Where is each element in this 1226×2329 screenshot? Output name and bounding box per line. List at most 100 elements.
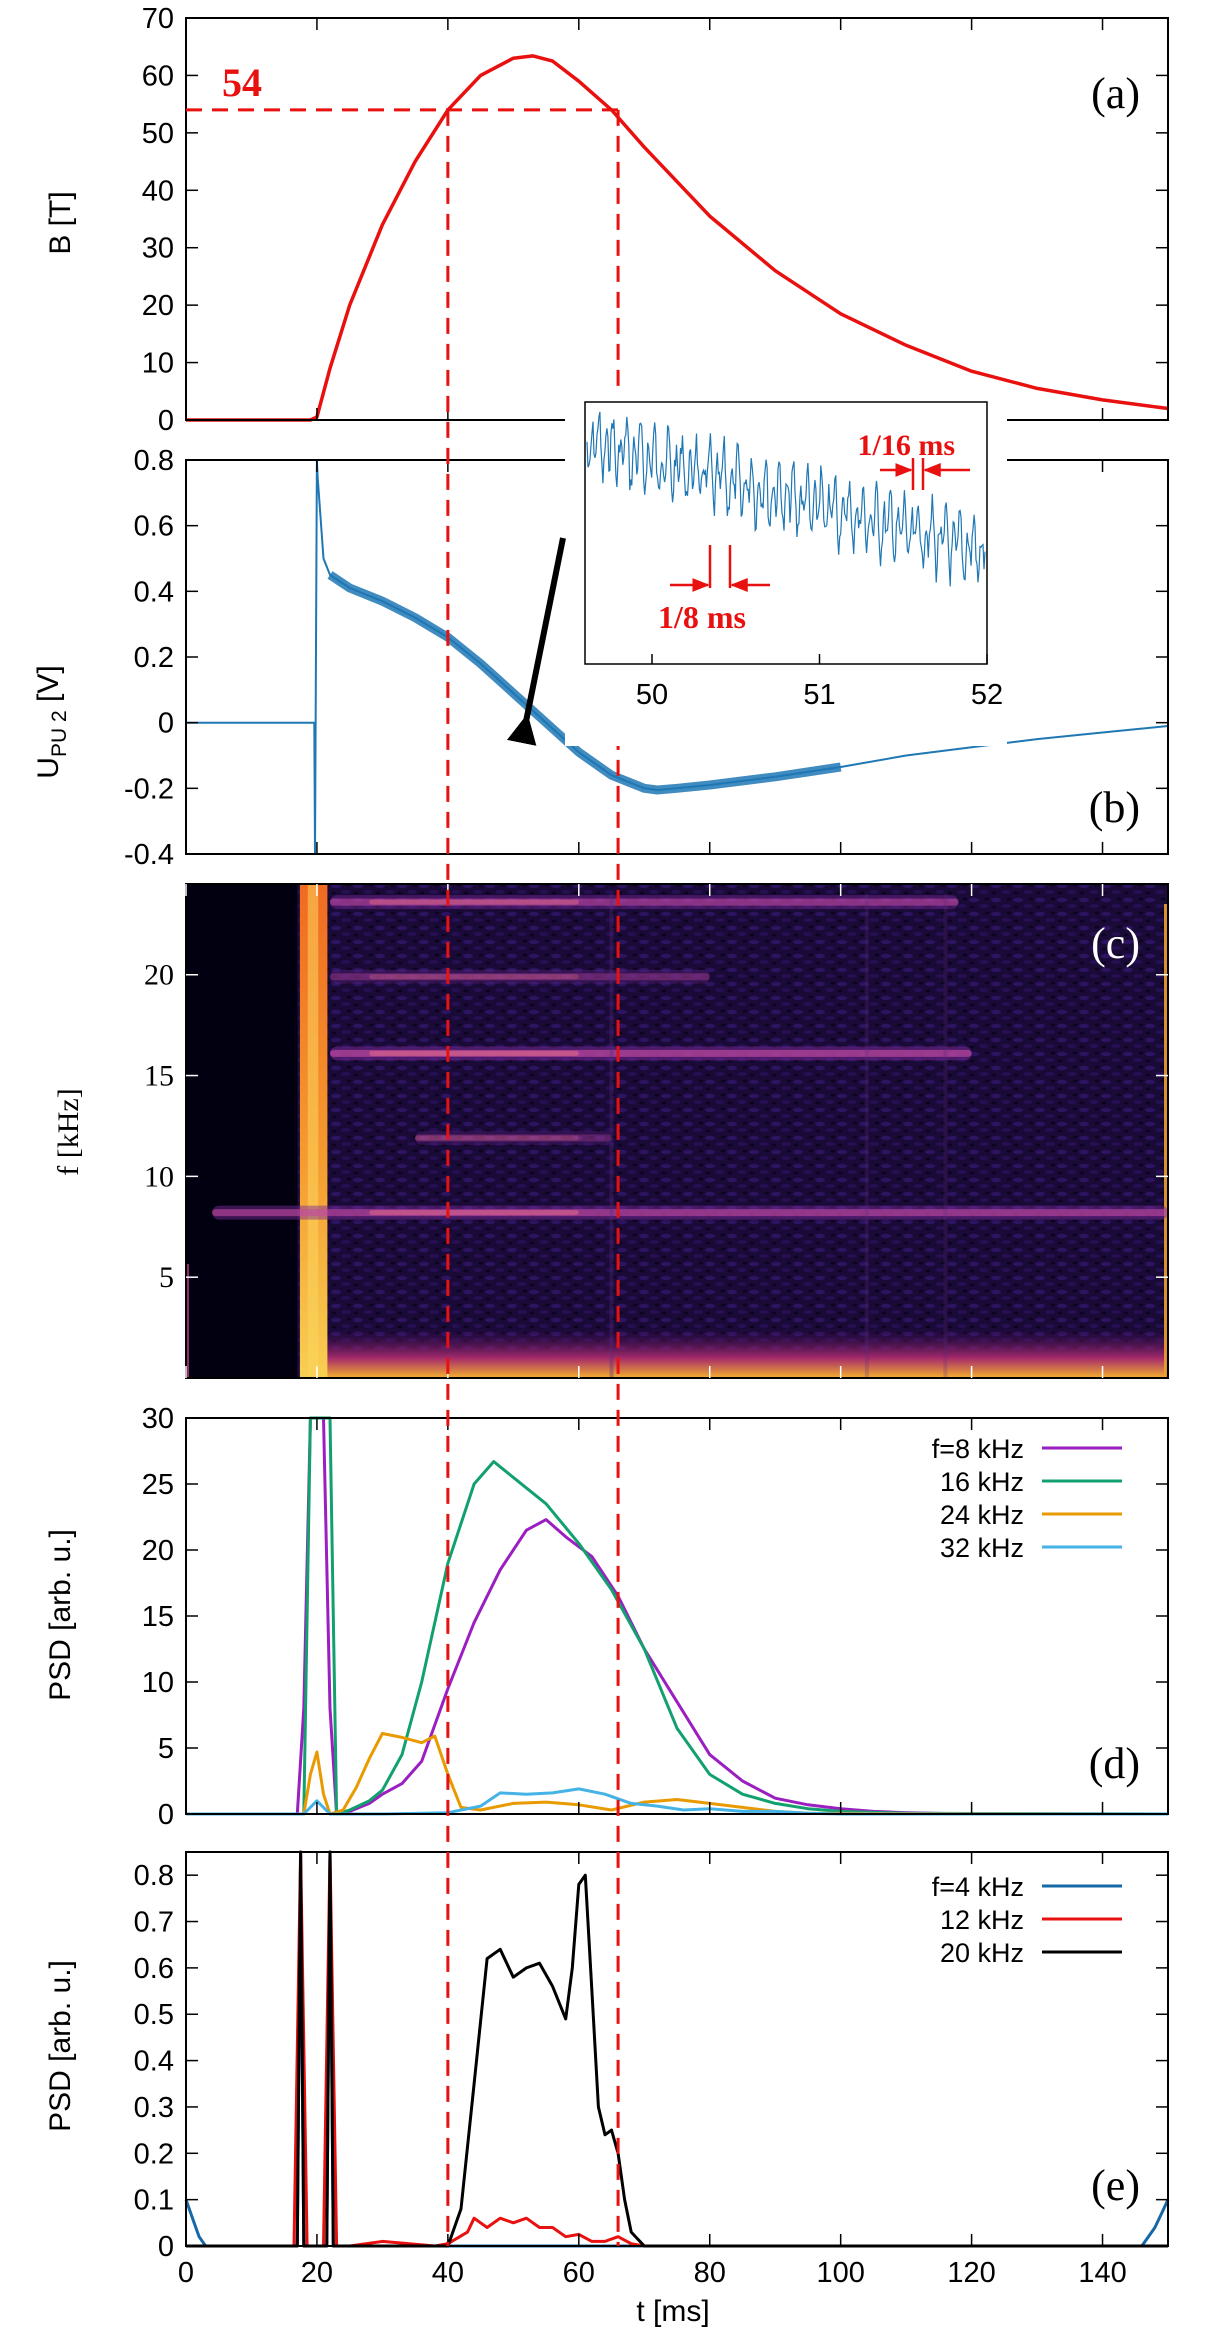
panel-e-ytick-label: 0.6 (134, 1953, 174, 1985)
panel-a-ytick-label: 20 (142, 290, 174, 322)
panel-d-ytick-label: 0 (158, 1799, 174, 1831)
tick-layer: 010203040506070-0.4-0.200.20.40.60.85101… (124, 3, 1127, 2289)
spectrogram-artefact (864, 894, 869, 1378)
panel-c-label: (c) (1091, 919, 1140, 968)
inset-annotation-long: 1/8 ms (658, 599, 746, 635)
panel-a-ytick-label: 70 (142, 3, 174, 35)
panel-d-legend-label: 32 kHz (940, 1533, 1024, 1563)
spectrogram-line-glow (415, 1131, 612, 1146)
panel-b-voltage-noise-band (327, 571, 842, 795)
spectrogram-right-edge (1164, 904, 1168, 1378)
panel-b-ytick-label: 0.2 (134, 642, 174, 674)
spectrogram-line-glow (330, 969, 710, 984)
panel-e-label: (e) (1091, 2161, 1140, 2210)
panel-e-ytick-label: 0.5 (134, 1999, 174, 2031)
panel-a-ytick-label: 50 (142, 118, 174, 150)
panel-d-ylabel: PSD [arb. u.] (44, 1529, 77, 1701)
field-level-label: 54 (222, 60, 262, 105)
x-tick-label: 120 (947, 2257, 995, 2289)
spectrogram-line-11.9khz (415, 1131, 612, 1146)
panel-e-legend-label: f=4 kHz (932, 1872, 1024, 1902)
spectrogram-line-core (415, 1134, 612, 1142)
panel-c-ytick-label: 15 (144, 1060, 174, 1093)
x-tick-label: 20 (301, 2257, 333, 2289)
panel-e-ytick-label: 0.3 (134, 2092, 174, 2124)
spectrogram-line-core (330, 973, 710, 981)
spectrogram-artefact (609, 894, 614, 1378)
panel-d-ytick-label: 10 (142, 1667, 174, 1699)
spectrogram-line-core (330, 898, 959, 906)
spectrogram-line-core (212, 1209, 1169, 1217)
panel-d-ytick-label: 25 (142, 1469, 174, 1501)
panel-d-series-1 (186, 1416, 1168, 1816)
spectrogram-lowfreq-floor (316, 1328, 1166, 1378)
spectrogram-left-edge (186, 1264, 189, 1378)
spectrogram-line-bright (369, 1050, 579, 1056)
spectrogram-noise (297, 884, 1168, 1378)
panel-e-ytick-label: 0.2 (134, 2138, 174, 2170)
panel-d-legend-label: 24 kHz (940, 1500, 1024, 1530)
panel-e-ytick-label: 0.8 (134, 1860, 174, 1892)
spectrogram-line-bright (369, 974, 579, 980)
panel-b-label: (b) (1089, 783, 1140, 832)
x-tick-label: 60 (563, 2257, 595, 2289)
panel-a-ytick-label: 30 (142, 233, 174, 265)
spectrogram-artefact (943, 894, 948, 1378)
panel-c-ylabel: f [kHz] (52, 1088, 85, 1175)
x-tick-label: 40 (432, 2257, 464, 2289)
x-tick-label: 100 (816, 2257, 864, 2289)
panel-a-ytick-label: 0 (158, 405, 174, 437)
panel-d-ytick-label: 20 (142, 1535, 174, 1567)
panel-c-ytick-label: 10 (144, 1160, 174, 1193)
panel-d-ytick-label: 30 (142, 1403, 174, 1435)
panel-e-ytick-label: 0.4 (134, 2046, 174, 2078)
x-axis-label: t [ms] (636, 2295, 709, 2328)
plot-layer (184, 54, 1170, 2248)
panel-d-ytick-label: 5 (158, 1733, 174, 1765)
panel-a-ytick-label: 10 (142, 348, 174, 380)
x-tick-label: 140 (1078, 2257, 1126, 2289)
panel-b-ylabel-sub: PU 2 (48, 710, 71, 757)
panel-e-series-2 (186, 1850, 1168, 2248)
panel-c-ytick-label: 5 (159, 1261, 174, 1294)
spectrogram-line-bright (369, 1210, 579, 1216)
panel-a-ylabel: B [T] (44, 191, 77, 254)
x-tick-label: 80 (694, 2257, 726, 2289)
marker-layer (186, 108, 620, 2246)
panel-c-ytick-label: 20 (144, 959, 174, 992)
panel-a-b-field-line (186, 54, 1169, 422)
panel-e-legend-label: 12 kHz (940, 1905, 1024, 1935)
panel-e-frame (185, 1851, 1169, 2247)
inset-annotation-short: 1/16 ms (858, 429, 956, 462)
panel-b-ylabel: UPU 2 [V] (32, 665, 71, 778)
panel-a-label: (a) (1091, 69, 1140, 118)
inset-xtick-label: 50 (636, 679, 668, 711)
spectrogram-line-bright (369, 899, 579, 905)
spectrogram-line-19.9khz (330, 969, 710, 984)
panel-b-ytick-label: 0.6 (134, 511, 174, 543)
panel-b-ytick-label: 0 (158, 708, 174, 740)
spectrogram-line-bright (415, 1135, 579, 1141)
panel-b-ytick-label: 0.4 (134, 576, 174, 608)
panel-c-spectrogram (186, 884, 1169, 1378)
spectrogram-pulse-core (307, 884, 319, 1378)
panel-d-label: (d) (1089, 1739, 1140, 1788)
panel-d-ytick-label: 15 (142, 1601, 174, 1633)
spectrogram-line-16.1khz (330, 1046, 972, 1061)
panel-e-ytick-label: 0.7 (134, 1907, 174, 1939)
panel-a-ytick-label: 60 (142, 60, 174, 92)
panel-e-ylabel: PSD [arb. u.] (44, 1960, 77, 2132)
panel-d-legend-label: f=8 kHz (932, 1434, 1024, 1464)
inset-xtick-label: 51 (803, 679, 835, 711)
inset-xtick-label: 52 (971, 679, 1003, 711)
text-layer: (a) (b) (c) (d) (e) B [T] UPU 2 [V] f [k… (32, 60, 1140, 2328)
inset-pointer-arrow (506, 537, 566, 746)
panel-a-ytick-label: 40 (142, 175, 174, 207)
panel-e-ytick-label: 0.1 (134, 2185, 174, 2217)
spectrogram-line-23.6khz (330, 895, 959, 910)
panel-b-ytick-label: 0.8 (134, 445, 174, 477)
panel-e-ytick-label: 0 (158, 2231, 174, 2263)
panel-c-frame (185, 883, 1169, 1379)
